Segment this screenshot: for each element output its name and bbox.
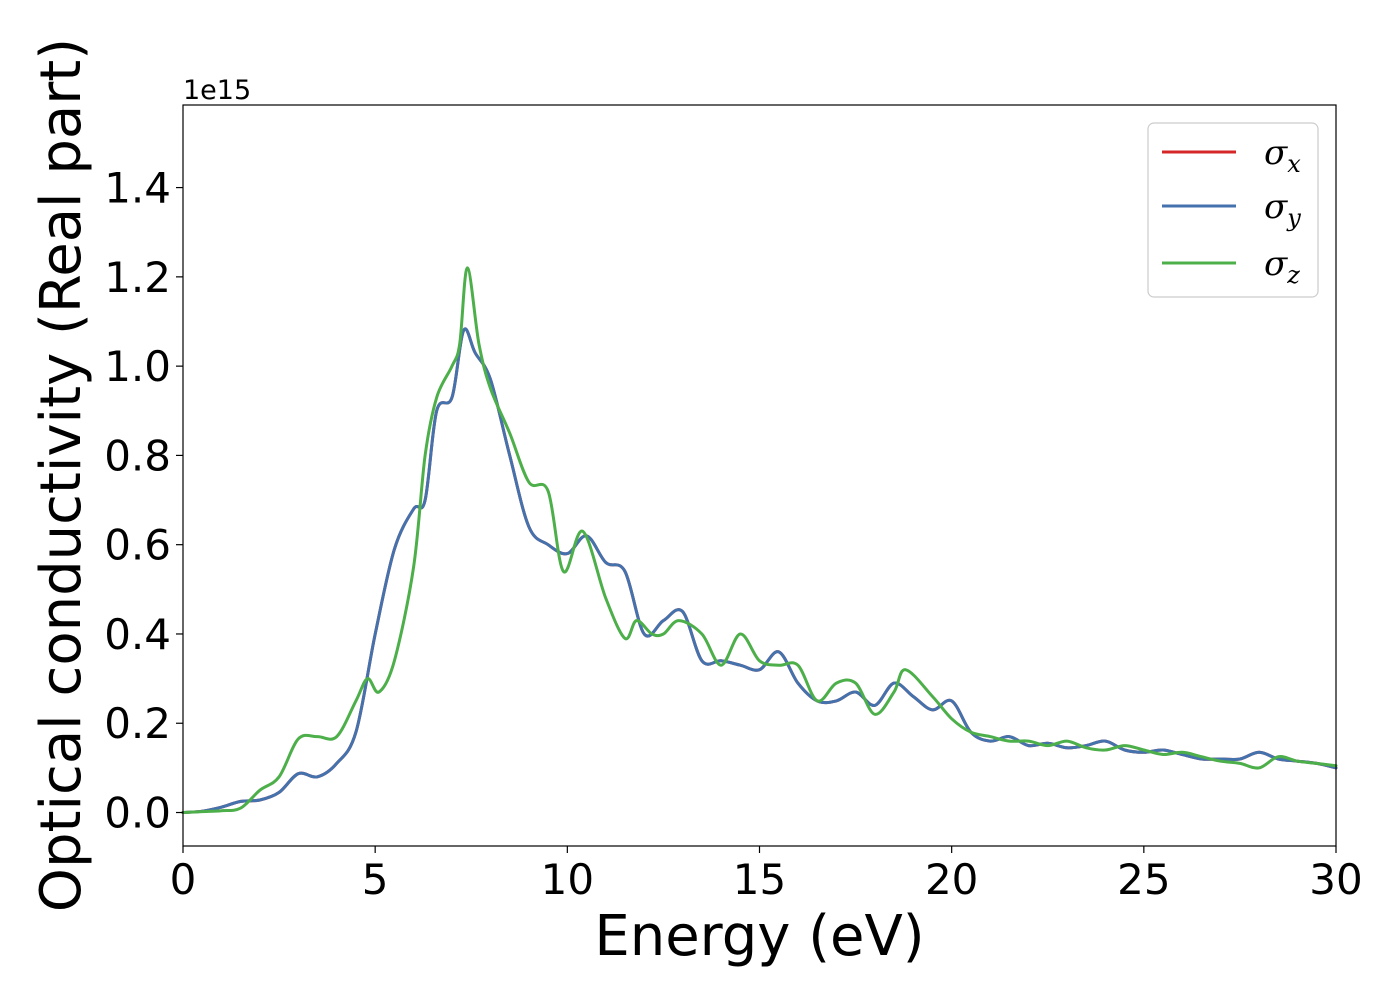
y-tick-label: 1.4: [104, 164, 171, 213]
x-tick-label: 15: [733, 855, 786, 904]
x-tick-label: 10: [541, 855, 594, 904]
y-tick-label: 1.0: [104, 342, 171, 391]
x-tick-label: 20: [925, 855, 978, 904]
y-tick-label: 0.2: [104, 699, 171, 748]
x-tick-label: 30: [1309, 855, 1362, 904]
y-tick-label: 0.0: [104, 789, 171, 838]
series-line-z: [181, 266, 1338, 814]
series-layer: [181, 266, 1338, 814]
x-axis-title: Energy (eV): [594, 904, 924, 969]
x-tick-label: 25: [1117, 855, 1170, 904]
y-axis-title: Optical conductivity (Real part): [29, 38, 94, 912]
legend-box: [1147, 122, 1319, 298]
y-tick-label: 0.8: [104, 431, 171, 480]
y-offset-label: 1e15: [183, 75, 251, 106]
y-axis-ticks: 0.0 0.2 0.4 0.6 0.8 1.0 1.2 1.4: [104, 164, 183, 838]
x-tick-label: 5: [362, 855, 389, 904]
legend-label-y: σy: [1264, 187, 1301, 232]
series-line-y: [181, 327, 1338, 814]
y-tick-label: 1.2: [104, 253, 171, 302]
x-tick-label: 0: [170, 855, 197, 904]
x-axis-ticks: 0 5 10 15 20 25 30: [170, 846, 1363, 904]
y-tick-label: 0.6: [104, 521, 171, 570]
y-tick-label: 0.4: [104, 610, 171, 659]
plot-area: [183, 105, 1336, 846]
